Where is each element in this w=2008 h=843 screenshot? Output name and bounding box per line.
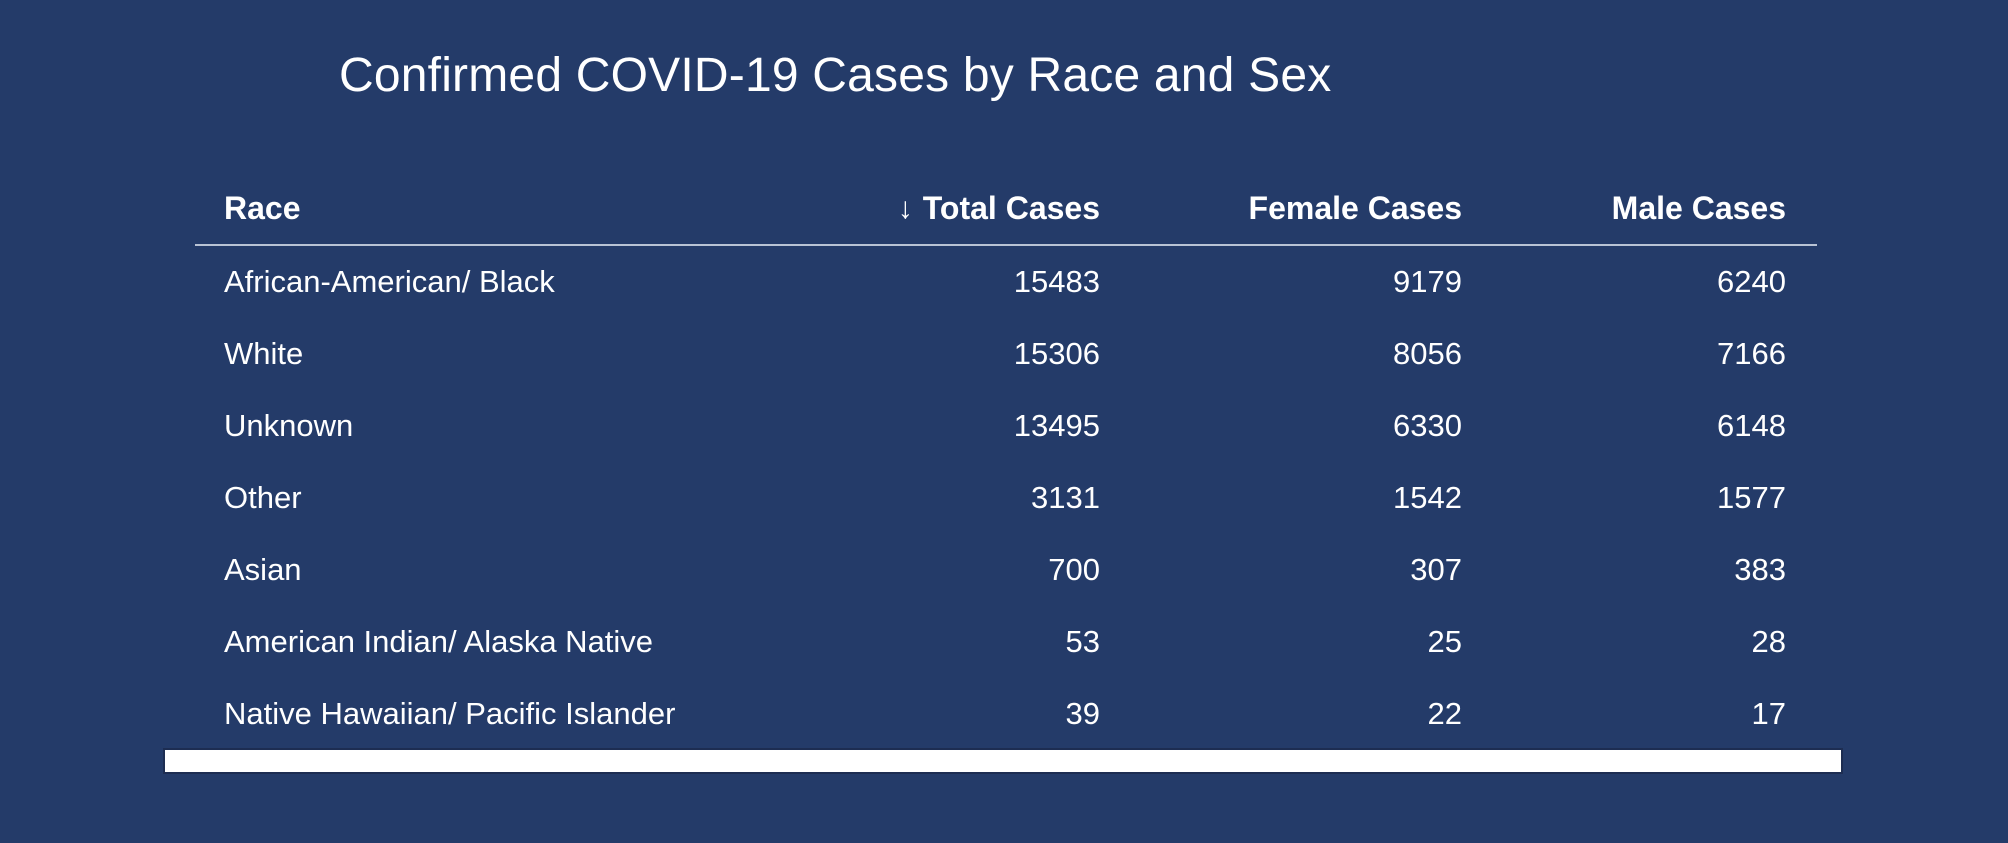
table-row: Other 3131 1542 1577 bbox=[195, 462, 1817, 534]
table-row: African-American/ Black 15483 9179 6240 bbox=[195, 245, 1817, 318]
table-header-row: Race ↓ Total Cases Female Cases Male Case… bbox=[195, 172, 1817, 246]
column-header-male-cases-label: Male Cases bbox=[1611, 189, 1786, 226]
table-row: Native Hawaiian/ Pacific Islander 39 22 … bbox=[195, 678, 1817, 750]
column-header-female-cases-label: Female Cases bbox=[1248, 189, 1462, 226]
race-cell: American Indian/ Alaska Native bbox=[224, 624, 654, 659]
race-cell: Native Hawaiian/ Pacific Islander bbox=[224, 696, 676, 731]
total-cases-cell: 15483 bbox=[1013, 264, 1100, 299]
horizontal-scrollbar[interactable] bbox=[163, 748, 1843, 774]
male-cases-cell: 6148 bbox=[1717, 408, 1786, 443]
chart-title: Confirmed COVID-19 Cases by Race and Sex bbox=[339, 49, 1332, 102]
column-header-total-cases[interactable]: ↓ Total Cases bbox=[795, 172, 1100, 246]
race-cell: Asian bbox=[224, 552, 302, 587]
column-header-race-label: Race bbox=[224, 189, 301, 226]
total-cases-cell: 53 bbox=[1065, 624, 1100, 659]
table-row: Unknown 13495 6330 6148 bbox=[195, 390, 1817, 462]
total-cases-cell: 3131 bbox=[1031, 480, 1100, 515]
table-row: Asian 700 307 383 bbox=[195, 534, 1817, 606]
female-cases-cell: 8056 bbox=[1393, 336, 1462, 371]
male-cases-cell: 7166 bbox=[1717, 336, 1786, 371]
male-cases-cell: 28 bbox=[1751, 624, 1786, 659]
table-row: White 15306 8056 7166 bbox=[195, 318, 1817, 390]
column-header-race[interactable]: Race bbox=[195, 172, 795, 246]
column-header-total-cases-label: Total Cases bbox=[922, 189, 1100, 226]
column-header-male-cases[interactable]: Male Cases bbox=[1462, 172, 1817, 246]
male-cases-cell: 383 bbox=[1734, 552, 1786, 587]
total-cases-cell: 39 bbox=[1065, 696, 1100, 731]
covid-cases-table: Race ↓ Total Cases Female Cases Male Case… bbox=[195, 172, 1817, 750]
male-cases-cell: 6240 bbox=[1717, 264, 1786, 299]
female-cases-cell: 9179 bbox=[1393, 264, 1462, 299]
total-cases-cell: 700 bbox=[1048, 552, 1100, 587]
race-cell: African-American/ Black bbox=[224, 264, 555, 299]
race-cell: Unknown bbox=[224, 408, 354, 443]
female-cases-cell: 22 bbox=[1427, 696, 1462, 731]
female-cases-cell: 307 bbox=[1410, 552, 1462, 587]
male-cases-cell: 17 bbox=[1751, 696, 1786, 731]
total-cases-cell: 13495 bbox=[1013, 408, 1100, 443]
male-cases-cell: 1577 bbox=[1717, 480, 1786, 515]
female-cases-cell: 25 bbox=[1427, 624, 1462, 659]
column-header-female-cases[interactable]: Female Cases bbox=[1100, 172, 1462, 246]
race-cell: Other bbox=[224, 480, 302, 515]
total-cases-cell: 15306 bbox=[1013, 336, 1100, 371]
race-cell: White bbox=[224, 336, 304, 371]
sort-descending-icon: ↓ bbox=[897, 191, 913, 225]
female-cases-cell: 1542 bbox=[1393, 480, 1462, 515]
table-row: American Indian/ Alaska Native 53 25 28 bbox=[195, 606, 1817, 678]
female-cases-cell: 6330 bbox=[1393, 408, 1462, 443]
